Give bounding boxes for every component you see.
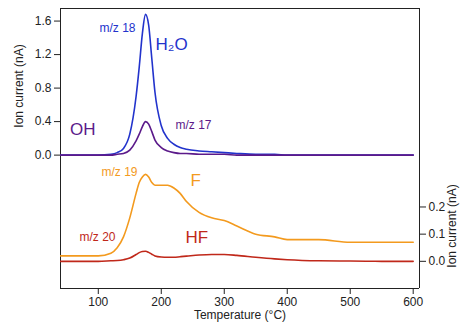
- svg-text:0.1: 0.1: [429, 227, 446, 241]
- svg-text:0.0: 0.0: [35, 148, 52, 162]
- svg-text:0.0: 0.0: [429, 254, 446, 268]
- svg-text:F: F: [191, 171, 201, 190]
- svg-text:m/z 17: m/z 17: [176, 118, 212, 132]
- svg-text:1.2: 1.2: [35, 47, 52, 61]
- svg-text:m/z 19: m/z 19: [102, 165, 138, 179]
- svg-text:m/z 20: m/z 20: [80, 230, 116, 244]
- svg-text:Ion current (nA): Ion current (nA): [445, 184, 459, 267]
- svg-text:0.2: 0.2: [429, 200, 446, 214]
- svg-text:0.8: 0.8: [35, 81, 52, 95]
- svg-text:200: 200: [151, 295, 171, 309]
- svg-text:500: 500: [340, 295, 360, 309]
- svg-text:m/z 18: m/z 18: [100, 21, 136, 35]
- svg-text:H₂O: H₂O: [156, 35, 188, 54]
- svg-text:300: 300: [214, 295, 235, 309]
- svg-text:0.4: 0.4: [35, 114, 52, 128]
- svg-text:OH: OH: [70, 120, 96, 139]
- svg-text:100: 100: [88, 295, 108, 309]
- svg-text:600: 600: [403, 295, 423, 309]
- svg-text:1.6: 1.6: [35, 14, 52, 28]
- svg-text:HF: HF: [186, 228, 209, 247]
- svg-text:400: 400: [277, 295, 298, 309]
- svg-text:Temperature (°C): Temperature (°C): [194, 308, 286, 322]
- svg-text:Ion current (nA): Ion current (nA): [12, 44, 26, 127]
